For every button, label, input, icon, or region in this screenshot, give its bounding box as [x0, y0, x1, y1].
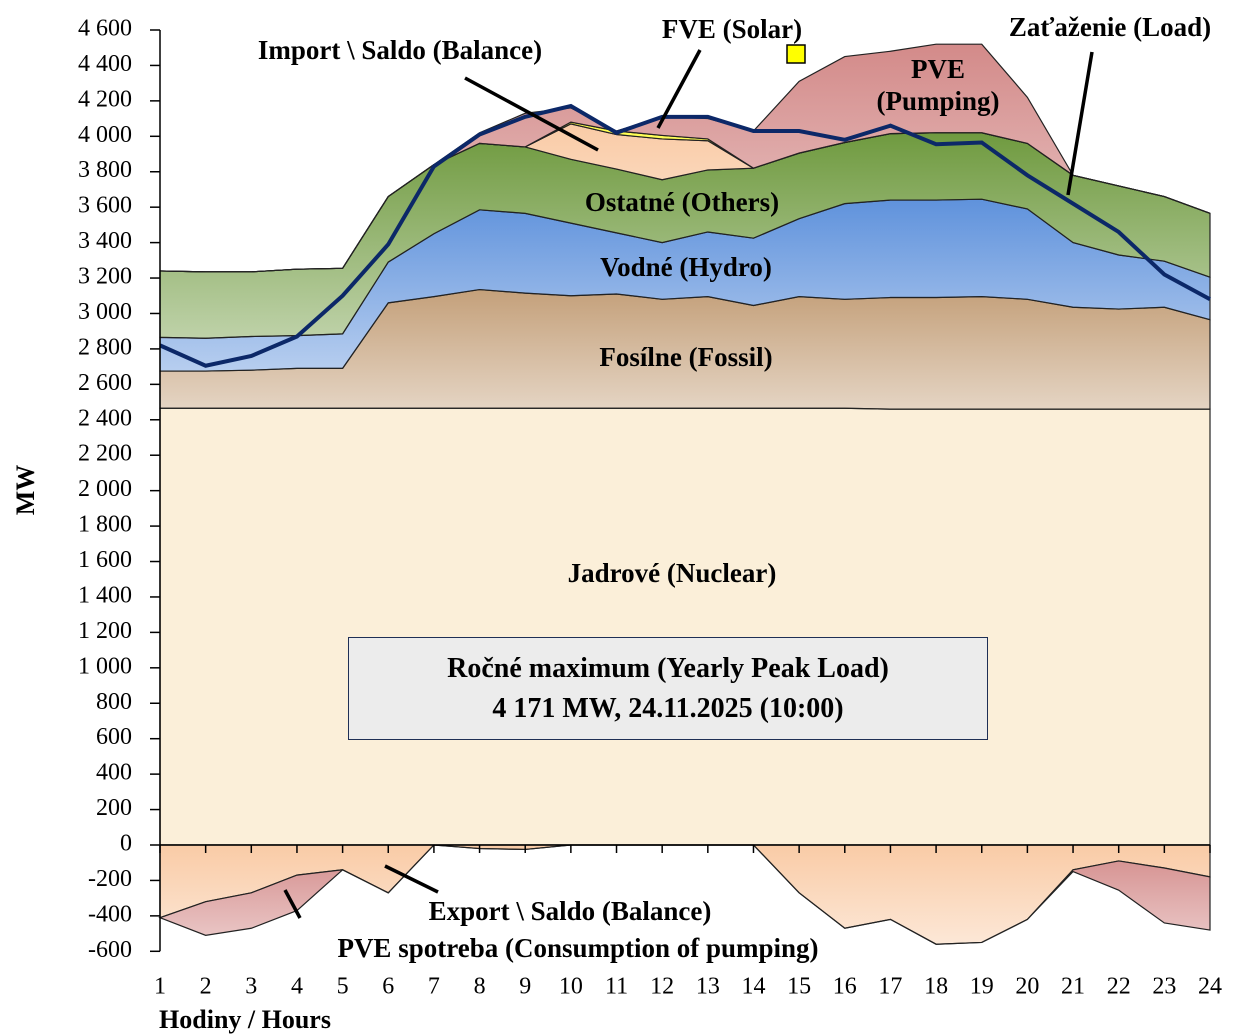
arrow [656, 49, 702, 129]
y-tick-label: 1 400 [78, 582, 132, 608]
y-tick-label: -200 [88, 866, 132, 892]
series-label: Import \ Saldo (Balance) [257, 35, 543, 65]
y-tick-label: 4 200 [78, 86, 132, 112]
x-tick-label: 23 [1152, 974, 1176, 1000]
x-tick-label: 3 [245, 974, 257, 1000]
x-tick-label: 5 [337, 974, 349, 1000]
x-tick-label: 16 [833, 974, 857, 1000]
arrow [283, 889, 302, 919]
solar-marker [786, 44, 806, 64]
y-tick-label: 1 200 [78, 618, 132, 644]
series-label: Export \ Saldo (Balance) [428, 896, 712, 926]
x-tick-label: 7 [428, 974, 440, 1000]
x-tick-label: 1 [154, 974, 166, 1000]
y-tick-label: 3 000 [78, 299, 132, 325]
y-tick-label: -400 [88, 901, 132, 927]
x-tick-label: 9 [519, 974, 531, 1000]
x-tick-label: 21 [1061, 974, 1085, 1000]
arrow [384, 864, 439, 894]
series-label: Zaťaženie (Load) [1008, 12, 1212, 42]
y-tick-label: 2 800 [78, 334, 132, 360]
y-tick-label: 3 600 [78, 193, 132, 219]
y-tick-label: 3 200 [78, 264, 132, 290]
y-tick-label: 1 800 [78, 512, 132, 538]
series-label: Fosílne (Fossil) [599, 342, 773, 372]
annotation: Ročné maximum (Yearly Peak Load) [447, 652, 889, 684]
x-tick-label: 20 [1015, 974, 1039, 1000]
arrows [283, 49, 1094, 919]
x-tick-label: 14 [741, 974, 765, 1000]
area [159, 43, 1211, 273]
x-axis-label: Hodiny / Hours [159, 1005, 331, 1034]
load-line [159, 103, 1211, 368]
x-tick-label: 22 [1107, 974, 1131, 1000]
series-label: Jadrové (Nuclear) [567, 558, 777, 588]
y-tick-label: 2 600 [78, 370, 132, 396]
y-tick-label: 0 [120, 830, 132, 856]
y-axis-label: MW [11, 465, 40, 516]
y-tick-label: 1 600 [78, 547, 132, 573]
x-tick-label: 2 [200, 974, 212, 1000]
x-tick-label: 10 [559, 974, 583, 1000]
x-tick-label: 11 [605, 974, 628, 1000]
arrow [1066, 51, 1094, 196]
y-tick-label: 1 000 [78, 653, 132, 679]
x-tick-label: 18 [924, 974, 948, 1000]
y-tick-label: 2 200 [78, 441, 132, 467]
y-tick-label: 4 000 [78, 122, 132, 148]
x-tick-label: 8 [474, 974, 486, 1000]
y-tick-label: 4 400 [78, 51, 132, 77]
y-tick-label: 800 [96, 689, 132, 715]
y-tick-label: 2 000 [78, 476, 132, 502]
y-tick-label: 600 [96, 724, 132, 750]
annotation-box: Ročné maximum (Yearly Peak Load) 4 171 M… [348, 637, 988, 740]
series-label: PVE spotreba (Consumption of pumping) [337, 933, 819, 963]
y-tick-label: 4 600 [78, 16, 132, 42]
series-label: PVE (Pumping) [876, 54, 1000, 116]
y-tick-label: 200 [96, 795, 132, 821]
x-tick-label: 15 [787, 974, 811, 1000]
x-tick-label: 6 [382, 974, 394, 1000]
x-tick-label: 17 [878, 974, 902, 1000]
area [159, 407, 1211, 846]
y-tick-label: -600 [88, 937, 132, 963]
y-tick-label: 3 800 [78, 157, 132, 183]
x-tick-label: 19 [970, 974, 994, 1000]
y-tick-label: 3 400 [78, 228, 132, 254]
y-tick-label: 400 [96, 760, 132, 786]
arrow [464, 76, 599, 152]
y-tick-label: 2 400 [78, 405, 132, 431]
x-tick-label: 12 [650, 974, 674, 1000]
series-label: Ostatné (Others) [584, 187, 780, 217]
annotation: 4 171 MW, 24.11.2025 (10:00) [492, 692, 844, 724]
x-tick-label: 24 [1198, 974, 1222, 1000]
series-label: FVE (Solar) [661, 14, 803, 44]
series-label: Vodné (Hydro) [600, 252, 772, 282]
x-tick-label: 4 [291, 974, 303, 1000]
area [158, 844, 1211, 945]
x-tick-label: 13 [696, 974, 720, 1000]
